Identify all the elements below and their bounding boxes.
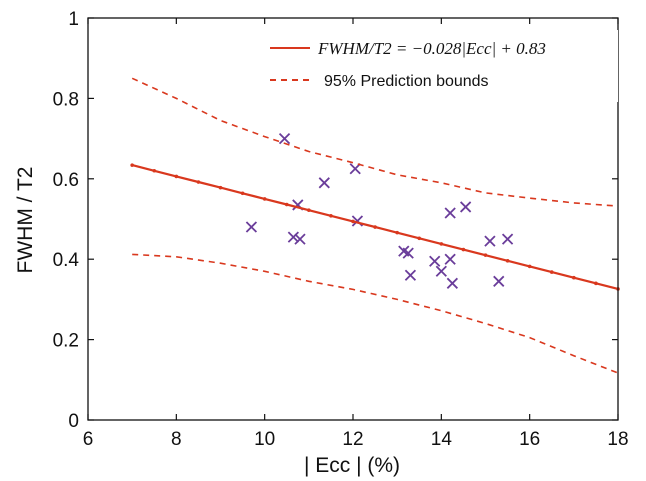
- y-tick-label: 0.8: [53, 89, 79, 110]
- fit-line-dot: [572, 275, 576, 280]
- y-tick-label: 0.6: [53, 170, 79, 191]
- x-axis-title: | Ecc | (%): [304, 454, 400, 477]
- legend: FWHM/T2 = −0.028|Ecc| + 0.83 95% Predict…: [262, 30, 618, 102]
- data-point-x-marker: [287, 231, 300, 243]
- data-point-x-marker: [446, 277, 459, 289]
- plot-area: [130, 77, 620, 374]
- fit-line-dot: [417, 236, 422, 241]
- fit-line-dot: [240, 191, 245, 196]
- x-tick-label: 14: [431, 429, 453, 450]
- fit-line-dot: [351, 219, 355, 224]
- data-point-x-marker: [444, 207, 456, 219]
- fit-line-dot: [395, 230, 399, 235]
- fit-line-dot: [152, 168, 157, 173]
- x-tick-label: 10: [254, 429, 275, 450]
- prediction-bound-line: [131, 77, 619, 207]
- data-point-x-marker: [444, 253, 456, 265]
- fit-line-dot: [329, 213, 333, 218]
- x-tick-label: 8: [171, 429, 182, 450]
- x-tick-label: 16: [519, 429, 540, 450]
- fit-line-dot: [174, 174, 179, 179]
- x-tick-label: 6: [83, 429, 94, 450]
- data-point-x-marker: [404, 269, 417, 281]
- data-point-x-marker: [245, 221, 258, 233]
- fit-line-dot: [262, 197, 267, 201]
- legend-fit-label: FWHM/T2 = −0.028|Ecc| + 0.83: [317, 39, 546, 58]
- y-tick-label: 0.4: [53, 250, 80, 271]
- fit-line-dot: [505, 259, 510, 263]
- legend-box: [262, 30, 618, 102]
- prediction-bound-line: [132, 253, 619, 374]
- data-point-x-marker: [278, 132, 291, 145]
- fit-line-dot: [130, 163, 134, 167]
- x-tick-label: 18: [607, 429, 628, 450]
- data-point-x-marker: [294, 233, 306, 245]
- fit-line-dot: [483, 253, 488, 257]
- y-tick-label: 0.2: [53, 331, 79, 352]
- fit-line-dot: [549, 270, 554, 274]
- fit-line-dot: [196, 180, 201, 184]
- x-tick-label: 12: [342, 429, 363, 450]
- fit-line-dot: [439, 242, 444, 246]
- data-point-x-marker: [484, 235, 496, 247]
- data-point-x-marker: [501, 233, 514, 245]
- fit-line-dot: [461, 247, 466, 252]
- fit-line-dot: [373, 225, 377, 229]
- fit-line-dot: [307, 208, 311, 212]
- legend-bounds-label: 95% Prediction bounds: [324, 73, 489, 90]
- fit-line-dot: [284, 202, 289, 207]
- fit-line-dot: [527, 264, 532, 269]
- data-point-x-marker: [435, 265, 447, 277]
- data-point-x-marker: [318, 177, 330, 189]
- data-point-x-marker: [459, 201, 472, 213]
- fit-line-dot: [594, 281, 598, 286]
- data-point-x-marker: [429, 255, 441, 267]
- axes: 6 8 10 12 14 16 18 0 0.2 0.4 0.6 0.8 1: [53, 9, 629, 450]
- data-point-x-marker: [493, 275, 505, 287]
- fit-line-dot: [218, 185, 223, 190]
- y-tick-label: 1: [68, 9, 79, 30]
- data-point-x-marker: [402, 247, 414, 259]
- y-axis-title: FWHM / T2: [14, 167, 37, 274]
- y-tick-label: 0: [68, 411, 79, 432]
- data-point-x-marker: [349, 163, 361, 175]
